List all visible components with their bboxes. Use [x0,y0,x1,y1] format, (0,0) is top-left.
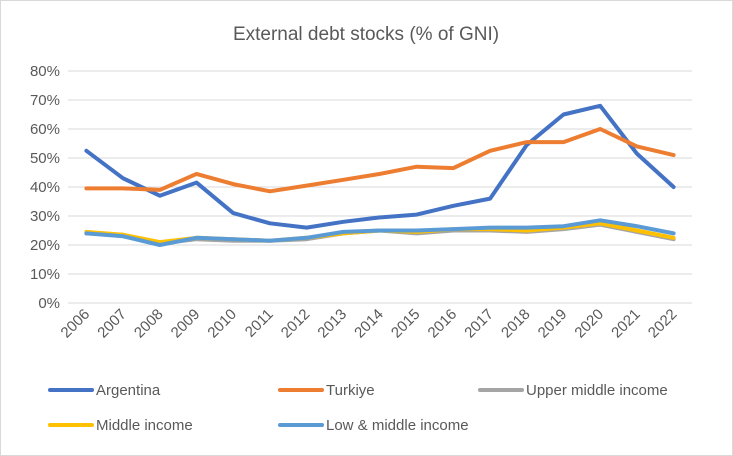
y-tick-label: 60% [30,121,60,138]
x-tick-label: 2012 [278,306,314,342]
legend-label: Middle income [96,417,193,434]
legend-label: Turkiye [326,382,375,399]
y-tick-label: 50% [30,150,60,167]
x-tick-label: 2019 [535,306,571,342]
y-tick-label: 30% [30,208,60,225]
x-tick-label: 2007 [94,306,130,342]
gridlines [68,70,692,304]
legend-item: Low & middle income [278,417,469,434]
legend-item: Middle income [48,417,193,434]
x-tick-label: 2011 [242,306,277,341]
x-tick-label: 2009 [168,306,204,342]
y-tick-label: 70% [30,92,60,109]
legend-label: Low & middle income [326,417,469,434]
x-tick-label: 2020 [571,306,607,342]
x-tick-label: 2015 [388,306,424,342]
x-tick-label: 2017 [461,306,497,342]
legend-item: Upper middle income [478,382,668,399]
y-tick-label: 80% [30,63,60,80]
legend: Argentina Turkiye Upper middle income Middl… [48,382,668,434]
series-line-middle-income [84,221,676,245]
x-tick-label: 2021 [608,306,644,342]
legend-item: Argentina [48,382,161,399]
y-tick-label: 40% [30,179,60,196]
series-line-turkiye [84,127,676,194]
x-axis-ticks: 2006 2007 2008 2009 2010 2011 2012 2013 2014 2015… [58,306,681,342]
x-tick-label: 2008 [131,306,167,342]
x-tick-label: 2006 [58,306,94,342]
x-tick-label: 2013 [315,306,351,342]
x-tick-label: 2018 [498,306,534,342]
y-tick-label: 20% [30,237,60,254]
x-tick-label: 2016 [425,306,461,342]
series-lines [84,103,676,247]
y-tick-label: 0% [38,295,60,312]
y-tick-label: 10% [30,266,60,283]
legend-label: Upper middle income [526,382,668,399]
x-tick-label: 2022 [645,306,681,342]
series-line-argentina [84,103,676,230]
x-tick-label: 2014 [351,306,387,342]
x-tick-label: 2010 [204,306,240,342]
chart-title: External debt stocks (% of GNI) [233,24,499,45]
legend-label: Argentina [96,382,161,399]
legend-item: Turkiye [278,382,375,399]
y-axis-ticks: 0% 10% 20% 30% 40% 50% 60% 70% 80% [30,63,60,312]
series-line-low-middle-income [84,218,676,247]
